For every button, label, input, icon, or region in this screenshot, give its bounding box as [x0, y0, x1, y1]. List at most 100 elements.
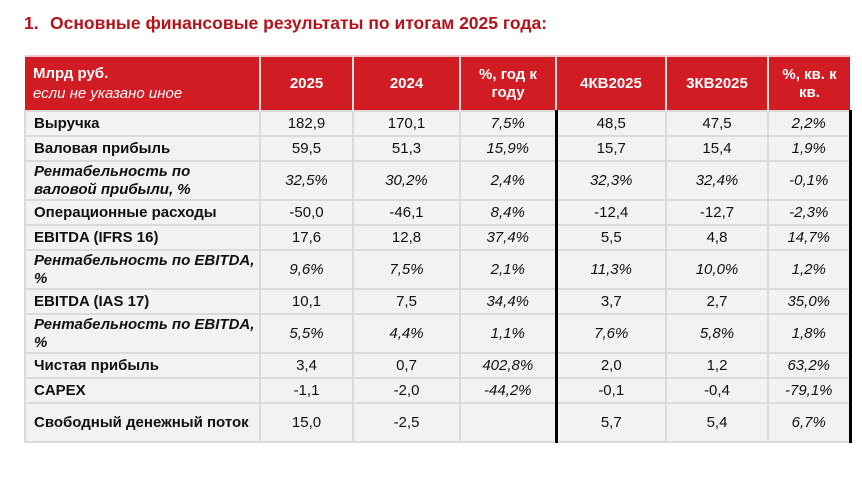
cell-qoq: 35,0%	[767, 288, 852, 315]
cell-2024: -2,5	[352, 402, 461, 443]
header-units: Млрд руб. если не указано иное	[25, 56, 261, 111]
cell-yoy: 34,4%	[459, 288, 557, 315]
cell-2025: 17,6	[259, 224, 354, 251]
cell-4q2025: 3,7	[554, 288, 667, 315]
cell-yoy: -44,2%	[459, 377, 557, 404]
cell-2025: -1,1	[259, 377, 354, 404]
table-row-ebitda-ias17: EBITDA (IAS 17) 10,1 7,5 34,4% 3,7 2,7 3…	[24, 288, 852, 315]
cell-qoq: 1,8%	[767, 313, 852, 354]
cell-yoy	[459, 402, 557, 443]
header-col-2025: 2025	[259, 56, 354, 111]
cell-qoq: 14,7%	[767, 224, 852, 251]
cell-2025: 182,9	[259, 110, 354, 137]
cell-qoq: -79,1%	[767, 377, 852, 404]
cell-yoy: 37,4%	[459, 224, 557, 251]
table-row-ebitda-ifrs16: EBITDA (IFRS 16) 17,6 12,8 37,4% 5,5 4,8…	[24, 224, 852, 251]
cell-yoy: 8,4%	[459, 199, 557, 226]
cell-4q2025: 32,3%	[554, 160, 667, 201]
cell-3q2025: 32,4%	[665, 160, 769, 201]
header-units-note: если не указано иное	[33, 84, 183, 102]
row-label: Валовая прибыль	[24, 135, 261, 162]
cell-qoq: 2,2%	[767, 110, 852, 137]
cell-3q2025: 10,0%	[665, 249, 769, 290]
section-number: 1.	[24, 13, 39, 33]
cell-qoq: 6,7%	[767, 402, 852, 443]
cell-4q2025: 11,3%	[554, 249, 667, 290]
cell-4q2025: 5,7	[554, 402, 667, 443]
cell-3q2025: 15,4	[665, 135, 769, 162]
row-label: Рентабельность по валовой прибыли, %	[24, 160, 261, 201]
table-row-gross-margin: Рентабельность по валовой прибыли, % 32,…	[24, 160, 852, 201]
cell-3q2025: 1,2	[665, 352, 769, 379]
cell-2024: 51,3	[352, 135, 461, 162]
cell-2024: 30,2%	[352, 160, 461, 201]
header-col-qoq: %, кв. к кв.	[767, 56, 850, 111]
cell-3q2025: 5,4	[665, 402, 769, 443]
table-row-gross-profit: Валовая прибыль 59,5 51,3 15,9% 15,7 15,…	[24, 135, 852, 162]
row-label: EBITDA (IAS 17)	[24, 288, 261, 315]
cell-2024: 170,1	[352, 110, 461, 137]
cell-4q2025: 7,6%	[554, 313, 667, 354]
cell-3q2025: 2,7	[665, 288, 769, 315]
cell-3q2025: 47,5	[665, 110, 769, 137]
cell-2024: 12,8	[352, 224, 461, 251]
cell-3q2025: -12,7	[665, 199, 769, 226]
cell-2024: 7,5%	[352, 249, 461, 290]
cell-2025: 59,5	[259, 135, 354, 162]
row-label: Рентабельность по EBITDA, %	[24, 313, 261, 354]
header-col-yoy: %, год к году	[459, 56, 557, 111]
header-col-4q2025: 4КВ2025	[555, 56, 667, 111]
cell-2024: 7,5	[352, 288, 461, 315]
cell-2025: 15,0	[259, 402, 354, 443]
cell-yoy: 402,8%	[459, 352, 557, 379]
row-label: CAPEX	[24, 377, 261, 404]
cell-yoy: 7,5%	[459, 110, 557, 137]
cell-3q2025: -0,4	[665, 377, 769, 404]
cell-2024: -2,0	[352, 377, 461, 404]
row-label: Свободный денежный поток	[24, 402, 261, 443]
cell-2025: -50,0	[259, 199, 354, 226]
cell-2024: 0,7	[352, 352, 461, 379]
row-label: EBITDA (IFRS 16)	[24, 224, 261, 251]
cell-yoy: 2,1%	[459, 249, 557, 290]
table-row-ebitda-margin-ias17: Рентабельность по EBITDA, % 5,5% 4,4% 1,…	[24, 313, 852, 354]
cell-4q2025: 48,5	[554, 110, 667, 137]
cell-2025: 5,5%	[259, 313, 354, 354]
cell-2025: 9,6%	[259, 249, 354, 290]
cell-4q2025: -0,1	[554, 377, 667, 404]
cell-qoq: 1,2%	[767, 249, 852, 290]
table-row-revenue: Выручка 182,9 170,1 7,5% 48,5 47,5 2,2%	[24, 110, 852, 137]
section-title: 1. Основные финансовые результаты по итог…	[24, 13, 547, 34]
table-row-opex: Операционные расходы -50,0 -46,1 8,4% -1…	[24, 199, 852, 226]
header-col-2024: 2024	[352, 56, 461, 111]
cell-2025: 10,1	[259, 288, 354, 315]
header-units-main: Млрд руб.	[33, 64, 109, 82]
row-label: Чистая прибыль	[24, 352, 261, 379]
cell-4q2025: 5,5	[554, 224, 667, 251]
cell-3q2025: 4,8	[665, 224, 769, 251]
cell-2024: 4,4%	[352, 313, 461, 354]
financial-results-table: Млрд руб. если не указано иное 2025 2024…	[24, 55, 852, 443]
cell-qoq: 63,2%	[767, 352, 852, 379]
cell-qoq: -2,3%	[767, 199, 852, 226]
section-title-text: Основные финансовые результаты по итогам…	[50, 13, 548, 33]
cell-4q2025: -12,4	[554, 199, 667, 226]
cell-yoy: 15,9%	[459, 135, 557, 162]
cell-2024: -46,1	[352, 199, 461, 226]
cell-4q2025: 15,7	[554, 135, 667, 162]
table-row-capex: CAPEX -1,1 -2,0 -44,2% -0,1 -0,4 -79,1%	[24, 377, 852, 404]
cell-3q2025: 5,8%	[665, 313, 769, 354]
row-label: Операционные расходы	[24, 199, 261, 226]
cell-4q2025: 2,0	[554, 352, 667, 379]
table-row-net-profit: Чистая прибыль 3,4 0,7 402,8% 2,0 1,2 63…	[24, 352, 852, 379]
cell-qoq: 1,9%	[767, 135, 852, 162]
cell-qoq: -0,1%	[767, 160, 852, 201]
cell-2025: 32,5%	[259, 160, 354, 201]
row-label: Рентабельность по EBITDA, %	[24, 249, 261, 290]
cell-yoy: 2,4%	[459, 160, 557, 201]
header-col-3q2025: 3КВ2025	[665, 56, 769, 111]
table-row-ebitda-margin-ifrs16: Рентабельность по EBITDA, % 9,6% 7,5% 2,…	[24, 249, 852, 290]
row-label: Выручка	[24, 110, 261, 137]
cell-yoy: 1,1%	[459, 313, 557, 354]
table-row-free-cash-flow: Свободный денежный поток 15,0 -2,5 5,7 5…	[24, 402, 852, 443]
